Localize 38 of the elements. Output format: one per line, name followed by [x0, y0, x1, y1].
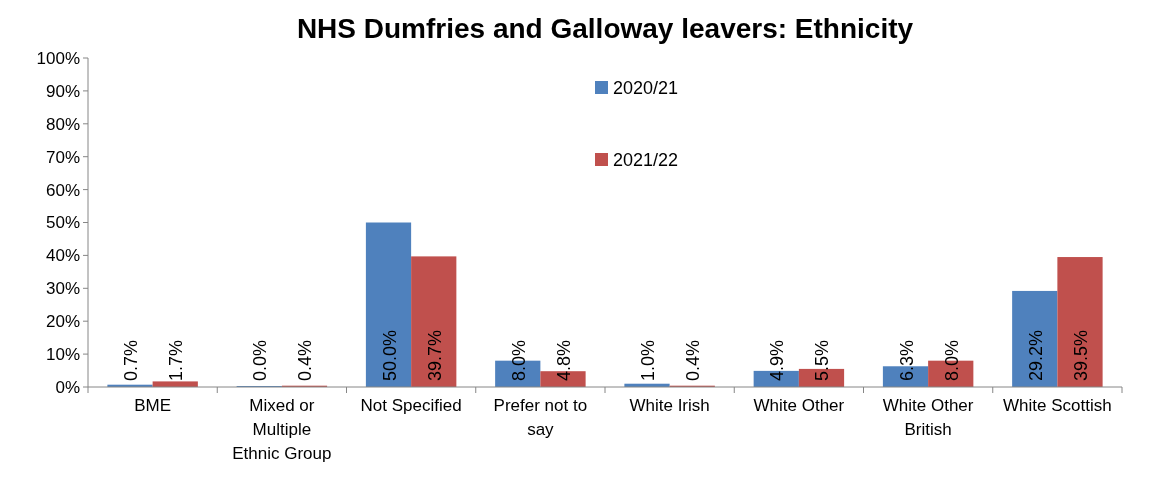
legend-label: 2021/22: [613, 150, 679, 171]
data-label: 1.0%: [638, 339, 659, 381]
data-label: 5.5%: [812, 339, 833, 381]
x-tick-label: Prefer not to say: [493, 396, 588, 439]
data-label: 39.7%: [424, 329, 445, 381]
y-tick-label: 60%: [45, 180, 80, 200]
data-label: 29.2%: [1025, 329, 1046, 381]
y-tick-label: 10%: [45, 345, 80, 365]
y-tick-label: 70%: [45, 147, 80, 167]
y-tick-label: 40%: [45, 246, 80, 266]
y-tick-label: 0%: [55, 377, 80, 397]
data-label: 0.7%: [121, 339, 142, 381]
x-tick-label: White Other: [753, 396, 845, 415]
x-tick-label: Mixed or Multiple Ethnic Group: [232, 396, 332, 463]
data-label: 8.0%: [508, 339, 529, 381]
y-tick-label: 50%: [45, 213, 80, 233]
x-tick-label: Not Specified: [360, 396, 462, 415]
data-label: 1.7%: [166, 339, 187, 381]
x-tick-label: BME: [134, 396, 172, 415]
y-tick-label: 90%: [45, 81, 80, 101]
data-label: 0.4%: [683, 339, 704, 381]
data-label: 8.0%: [941, 339, 962, 381]
data-label: 39.5%: [1070, 329, 1091, 381]
y-tick-label: 30%: [45, 279, 80, 299]
y-tick-label: 20%: [45, 312, 80, 332]
y-tick-label: 100%: [36, 48, 80, 68]
data-label: 4.8%: [553, 339, 574, 381]
legend-label: 2020/21: [613, 78, 679, 99]
x-tick-label: White Other British: [882, 396, 974, 439]
data-label: 4.9%: [767, 339, 788, 381]
x-tick-label: White Irish: [629, 396, 710, 415]
chart-title: NHS Dumfries and Galloway leavers: Ethnicity: [296, 13, 914, 44]
data-label: 0.4%: [295, 339, 316, 381]
x-tick-label: White Scottish: [1003, 396, 1112, 415]
data-label: 6.3%: [896, 339, 917, 381]
y-tick-label: 80%: [45, 114, 80, 134]
data-label: 50.0%: [379, 329, 400, 381]
data-label: 0.0%: [250, 339, 271, 381]
